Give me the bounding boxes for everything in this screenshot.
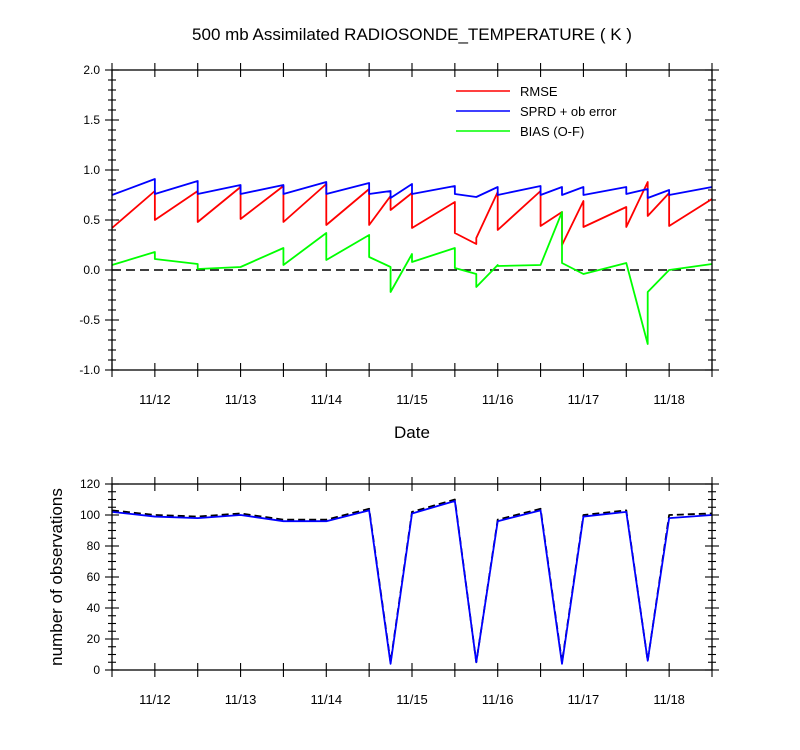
top-x-tick-label: 11/15 (396, 392, 428, 407)
bottom-x-tick-label: 11/15 (396, 692, 428, 707)
top-y-tick-label: 2.0 (83, 63, 100, 77)
legend: RMSE SPRD + ob error BIAS (O-F) (456, 84, 617, 139)
bottom-y-tick-label: 0 (93, 663, 100, 677)
top-series (111, 178, 713, 345)
bottom-y-tick-label: 40 (87, 601, 101, 615)
top-series-line-1 (111, 178, 713, 199)
top-y-tick-label: 1.5 (83, 113, 100, 127)
bottom-x-tick-label: 11/12 (139, 692, 171, 707)
top-series-line-0 (111, 181, 713, 246)
legend-label-sprd: SPRD + ob error (520, 104, 617, 119)
bottom-y-tick-labels: 0 20 40 60 80 100 120 (80, 477, 100, 677)
top-y-tick-label: -1.0 (79, 363, 100, 377)
top-plot-frame (111, 69, 713, 371)
bottom-series-line-0 (111, 498, 713, 664)
bottom-x-tick-label: 11/17 (568, 692, 600, 707)
top-y-tick-label: 0.5 (83, 213, 100, 227)
top-y-tick-label: 0.0 (83, 263, 100, 277)
top-y-tick-label: 1.0 (83, 163, 100, 177)
legend-label-rmse: RMSE (520, 84, 558, 99)
bottom-x-tick-label: 11/14 (310, 692, 342, 707)
top-panel: 500 mb Assimilated RADIOSONDE_TEMPERATUR… (79, 25, 719, 442)
bottom-y-tick-label: 120 (80, 477, 100, 491)
bottom-y-tick-label: 20 (87, 632, 101, 646)
bottom-y-tick-label: 80 (87, 539, 101, 553)
bottom-plot-frame (111, 483, 713, 671)
top-x-tick-label: 11/12 (139, 392, 171, 407)
bottom-x-tick-label: 11/18 (653, 692, 685, 707)
bottom-x-tick-label: 11/13 (225, 692, 257, 707)
x-axis-label: Date (394, 423, 430, 442)
top-x-tick-label: 11/16 (482, 392, 514, 407)
top-x-tick-label: 11/13 (225, 392, 257, 407)
top-x-tick-labels: 11/12 11/13 11/14 11/15 11/16 11/17 11/18 (139, 392, 685, 407)
y-axis-label: number of observations (47, 488, 66, 666)
top-y-tick-label: -0.5 (79, 313, 100, 327)
top-y-tick-labels: -1.0 -0.5 0.0 0.5 1.0 1.5 2.0 (79, 63, 100, 377)
bottom-series-line-1 (111, 500, 713, 665)
top-series-line-2 (111, 211, 713, 345)
top-x-tick-label: 11/14 (310, 392, 342, 407)
bottom-x-tick-label: 11/16 (482, 692, 514, 707)
legend-label-bias: BIAS (O-F) (520, 124, 584, 139)
top-x-tick-label: 11/17 (568, 392, 600, 407)
bottom-y-tick-label: 60 (87, 570, 101, 584)
bottom-y-tick-label: 100 (80, 508, 100, 522)
top-x-tick-label: 11/18 (653, 392, 685, 407)
chart-title: 500 mb Assimilated RADIOSONDE_TEMPERATUR… (192, 25, 632, 44)
bottom-series (111, 498, 713, 665)
bottom-x-tick-labels: 11/12 11/13 11/14 11/15 11/16 11/17 11/18 (139, 692, 685, 707)
